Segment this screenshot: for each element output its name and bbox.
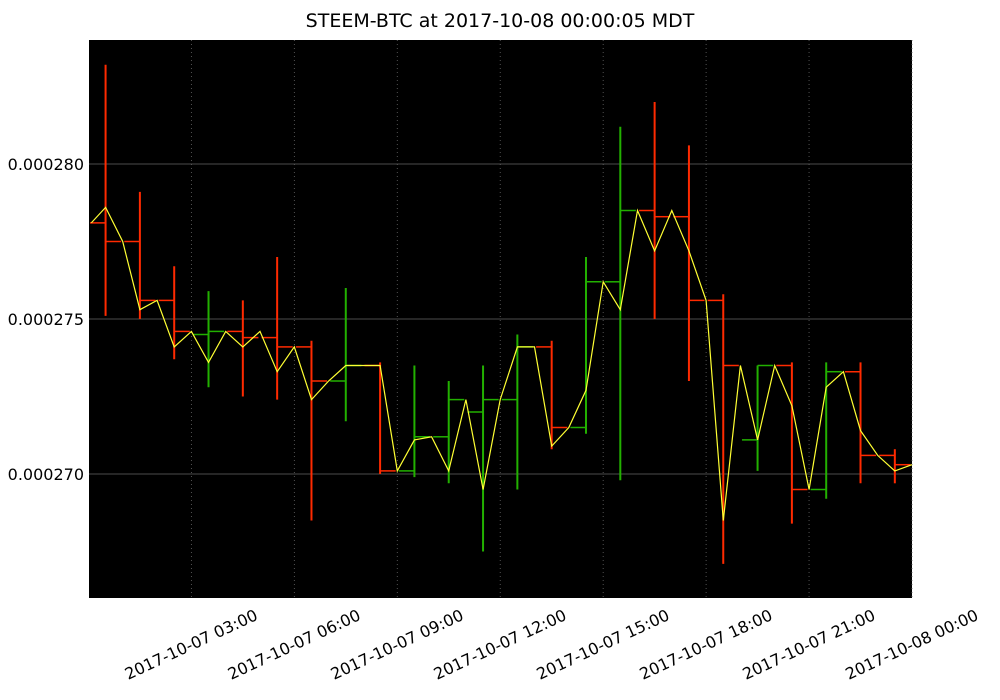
price-line: [90, 206, 913, 521]
y-tick-label: 0.000280: [8, 155, 84, 174]
chart-title: STEEM-BTC at 2017-10-08 00:00:05 MDT: [306, 10, 695, 32]
y-tick-label: 0.000270: [8, 465, 84, 484]
y-tick-label: 0.000275: [8, 310, 84, 329]
